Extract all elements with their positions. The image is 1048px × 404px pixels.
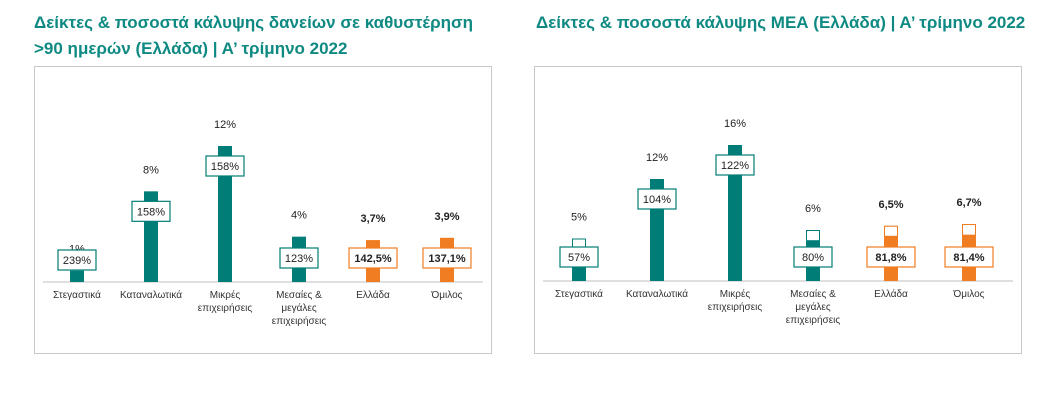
category-tick-label: Καταναλωτικά — [626, 288, 688, 300]
category-tick-label: μεγάλες — [281, 302, 316, 314]
category-tick-label: επιχειρήσεις — [198, 302, 253, 314]
category-tick-label: επιχειρήσεις — [786, 314, 841, 326]
coverage-data-label: 81,4% — [953, 252, 984, 264]
coverage-data-label: 123% — [285, 253, 313, 265]
right-chart-frame: 5% 57% Στεγαστικά 12% 104% Καταναλωτικά 16% 122… — [534, 66, 1022, 354]
coverage-box — [131, 200, 171, 222]
category-tick-label: επιχειρήσεις — [708, 301, 763, 313]
coverage-box — [715, 154, 755, 176]
coverage-box — [559, 246, 599, 268]
ratio-data-label: 3,7% — [360, 213, 385, 225]
left-bar-chart: 1%239%Στεγαστικά8%158%Καταναλωτικά12%158… — [43, 119, 483, 327]
coverage-box — [348, 247, 398, 269]
category-tick-label: Στεγαστικά — [53, 289, 101, 301]
category-tick-label: Μικρές — [210, 289, 241, 301]
coverage-data-label: 81,8% — [875, 252, 906, 264]
coverage-data-label: 104% — [643, 194, 671, 206]
category-tick-label: Ελλάδα — [874, 288, 908, 300]
bar — [728, 145, 742, 281]
category-tick-label: Μεσαίες & — [276, 289, 322, 301]
bar — [218, 146, 232, 282]
ratio-data-label: 6,5% — [878, 199, 903, 211]
category-tick-label: Όμιλος — [431, 290, 463, 301]
left-chart-title: Δείκτες & ποσοστά κάλυψης δανείων σε καθ… — [34, 13, 473, 58]
coverage-data-label: 142,5% — [354, 253, 392, 265]
coverage-data-label: 57% — [568, 252, 590, 264]
coverage-box — [637, 188, 677, 210]
coverage-data-label: 158% — [137, 206, 165, 218]
coverage-box — [205, 155, 245, 177]
coverage-data-label: 80% — [802, 252, 824, 264]
ratio-data-label: 4% — [291, 210, 307, 222]
coverage-box — [422, 247, 472, 269]
left-chart-frame: 1%239%Στεγαστικά8%158%Καταναλωτικά12%158… — [34, 66, 492, 354]
coverage-data-label: 239% — [63, 255, 91, 267]
coverage-data-label: 122% — [721, 160, 749, 172]
bar-uncovered-part — [806, 230, 820, 242]
bar-uncovered-part — [884, 225, 898, 237]
ratio-data-label: 12% — [214, 119, 236, 131]
category-tick-label: Μικρές — [720, 288, 751, 300]
category-tick-label: Καταναλωτικά — [120, 289, 182, 301]
ratio-data-label: 12% — [646, 152, 668, 164]
bar-uncovered-part — [962, 224, 976, 236]
ratio-data-label: 3,9% — [434, 211, 459, 223]
category-tick-label: Μεσαίες & — [790, 288, 836, 300]
category-tick-label: Ελλάδα — [356, 289, 390, 301]
ratio-data-label: 6,7% — [956, 197, 981, 209]
category-tick-label: επιχειρήσεις — [272, 315, 327, 327]
category-tick-label: Όμιλος — [953, 289, 985, 300]
coverage-box — [279, 247, 319, 269]
ratio-data-label: 8% — [143, 164, 159, 176]
category-tick-label: μεγάλες — [795, 301, 830, 313]
coverage-box — [866, 246, 916, 268]
coverage-box — [793, 246, 833, 268]
coverage-data-label: 158% — [211, 161, 239, 173]
right-chart-title: Δείκτες & ποσοστά κάλυψης ΜΕΑ (Ελλάδα) |… — [536, 13, 1026, 32]
ratio-data-label: 6% — [805, 203, 821, 215]
category-tick-label: Στεγαστικά — [555, 288, 603, 300]
right-bar-chart: 5% 57% Στεγαστικά 12% 104% Καταναλωτικά 16% 122… — [543, 118, 1013, 326]
coverage-data-label: 137,1% — [428, 253, 466, 265]
ratio-data-label: 5% — [571, 212, 587, 224]
coverage-box — [944, 246, 994, 268]
coverage-box — [57, 249, 97, 271]
ratio-data-label: 16% — [724, 118, 746, 130]
bar — [70, 270, 84, 282]
